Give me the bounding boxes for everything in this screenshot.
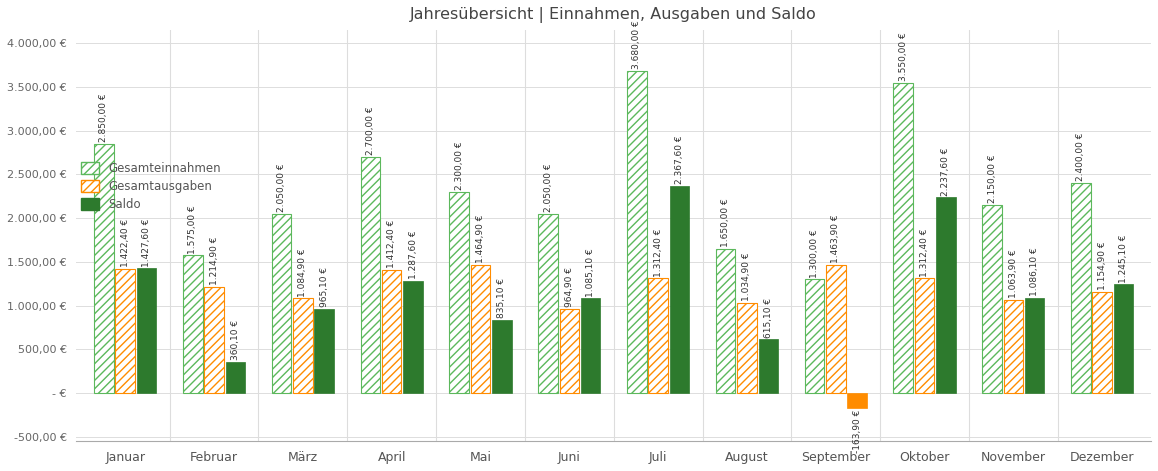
Bar <box>471 265 490 393</box>
Bar <box>1004 300 1024 393</box>
Bar <box>538 214 558 393</box>
Bar <box>848 393 867 407</box>
Bar <box>272 214 292 393</box>
Text: 2.050,00 €: 2.050,00 € <box>543 163 552 212</box>
Bar <box>894 82 913 393</box>
Text: 2.400,00 €: 2.400,00 € <box>1077 133 1085 181</box>
Text: 1.312,40 €: 1.312,40 € <box>653 228 662 276</box>
Bar <box>716 249 735 393</box>
Text: 1.084,90 €: 1.084,90 € <box>299 248 307 297</box>
Bar <box>449 192 469 393</box>
Title: Jahresübersicht | Einnahmen, Ausgaben und Saldo: Jahresübersicht | Einnahmen, Ausgaben un… <box>410 7 818 23</box>
Text: 2.850,00 €: 2.850,00 € <box>100 93 109 142</box>
Text: 360,10 €: 360,10 € <box>230 320 240 360</box>
Bar <box>758 340 778 393</box>
Bar <box>581 298 600 393</box>
Bar <box>293 298 313 393</box>
Text: 1.650,00 €: 1.650,00 € <box>721 198 731 247</box>
Text: 835,10 €: 835,10 € <box>497 278 506 318</box>
Text: 1.287,60 €: 1.287,60 € <box>409 230 418 279</box>
Bar <box>204 287 223 393</box>
Text: 965,10 €: 965,10 € <box>320 267 329 307</box>
Text: 1.412,40 €: 1.412,40 € <box>387 219 396 268</box>
Bar <box>648 278 668 393</box>
Bar <box>492 320 512 393</box>
Bar <box>1092 292 1112 393</box>
Text: 2.367,60 €: 2.367,60 € <box>675 136 684 184</box>
Text: -163,90 €: -163,90 € <box>852 409 862 453</box>
Bar <box>915 278 935 393</box>
Text: 1.427,60 €: 1.427,60 € <box>142 218 151 267</box>
Text: 1.086,10 €: 1.086,10 € <box>1031 248 1039 296</box>
Text: 1.034,90 €: 1.034,90 € <box>742 252 752 301</box>
Bar <box>936 197 955 393</box>
Text: 1.575,00 €: 1.575,00 € <box>189 205 197 253</box>
Text: 1.245,10 €: 1.245,10 € <box>1119 234 1128 283</box>
Text: 2.237,60 €: 2.237,60 € <box>941 147 951 195</box>
Text: 1.422,40 €: 1.422,40 € <box>120 219 130 267</box>
Text: 2.050,00 €: 2.050,00 € <box>277 163 286 212</box>
Bar <box>738 303 756 393</box>
Bar <box>360 157 380 393</box>
Bar <box>226 362 245 393</box>
Text: 2.700,00 €: 2.700,00 € <box>366 106 375 155</box>
Text: 964,90 €: 964,90 € <box>565 267 574 307</box>
Bar <box>1071 183 1091 393</box>
Text: 1.464,90 €: 1.464,90 € <box>476 215 485 263</box>
Text: 2.300,00 €: 2.300,00 € <box>455 142 463 190</box>
Text: 3.550,00 €: 3.550,00 € <box>899 32 908 81</box>
Bar <box>826 265 845 393</box>
Bar <box>559 309 579 393</box>
Text: 1.463,90 €: 1.463,90 € <box>831 215 841 263</box>
Bar <box>1114 284 1134 393</box>
Bar <box>94 144 113 393</box>
Bar <box>116 269 135 393</box>
Text: 1.214,90 €: 1.214,90 € <box>210 236 219 285</box>
Bar <box>982 205 1002 393</box>
Bar <box>403 281 423 393</box>
Bar <box>805 279 824 393</box>
Bar <box>382 269 402 393</box>
Text: 1.300,00 €: 1.300,00 € <box>809 229 819 278</box>
Bar <box>628 71 646 393</box>
Text: 2.150,00 €: 2.150,00 € <box>988 154 997 203</box>
Bar <box>315 309 334 393</box>
Legend: Gesamteinnahmen, Gesamtausgaben, Saldo: Gesamteinnahmen, Gesamtausgaben, Saldo <box>81 162 221 211</box>
Text: 1.312,40 €: 1.312,40 € <box>921 228 929 276</box>
Text: 1.154,90 €: 1.154,90 € <box>1098 242 1107 291</box>
Bar <box>669 186 689 393</box>
Bar <box>1025 298 1045 393</box>
Bar <box>137 268 156 393</box>
Text: 1.063,90 €: 1.063,90 € <box>1009 250 1018 298</box>
Text: 3.680,00 €: 3.680,00 € <box>632 21 642 69</box>
Bar <box>183 255 203 393</box>
Text: 1.085,10 €: 1.085,10 € <box>586 248 595 297</box>
Text: 615,10 €: 615,10 € <box>764 298 772 338</box>
